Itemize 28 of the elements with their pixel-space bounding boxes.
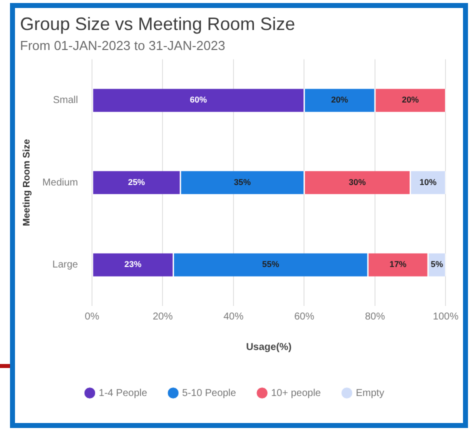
x-tick-label: 20% [152, 311, 173, 322]
x-tick-label: 0% [84, 311, 100, 322]
legend-label: 1-4 People [98, 388, 148, 399]
data-label: 10% [420, 176, 437, 187]
legend-label: Empty [356, 388, 384, 399]
chart-subtitle: From 01-JAN-2023 to 31-JAN-2023 [20, 38, 226, 53]
data-label: 23% [124, 259, 142, 270]
y-tick-label: Medium [42, 177, 78, 188]
y-tick-label: Large [52, 260, 78, 271]
data-label: 35% [234, 176, 252, 187]
legend-label: 5-10 People [182, 388, 237, 399]
data-label: 5% [430, 259, 444, 270]
x-tick-label: 60% [294, 311, 314, 322]
data-label: 20% [331, 94, 349, 105]
x-tick-label: 100% [432, 311, 459, 322]
x-tick-label: 80% [364, 311, 386, 322]
data-label: 25% [128, 176, 146, 187]
data-label: 17% [389, 259, 407, 270]
chart-title: Group Size vs Meeting Room Size [20, 14, 296, 34]
data-label: 55% [262, 259, 280, 270]
data-label: 20% [402, 94, 420, 105]
x-tick-label: 40% [223, 311, 244, 322]
y-axis-title: Meeting Room Size [21, 139, 32, 226]
x-axis-title: Usage(%) [246, 342, 292, 353]
y-tick-label: Small [52, 95, 78, 106]
data-label: 60% [190, 94, 208, 105]
legend-label: 10+ people [271, 388, 322, 399]
data-label: 30% [348, 176, 366, 187]
